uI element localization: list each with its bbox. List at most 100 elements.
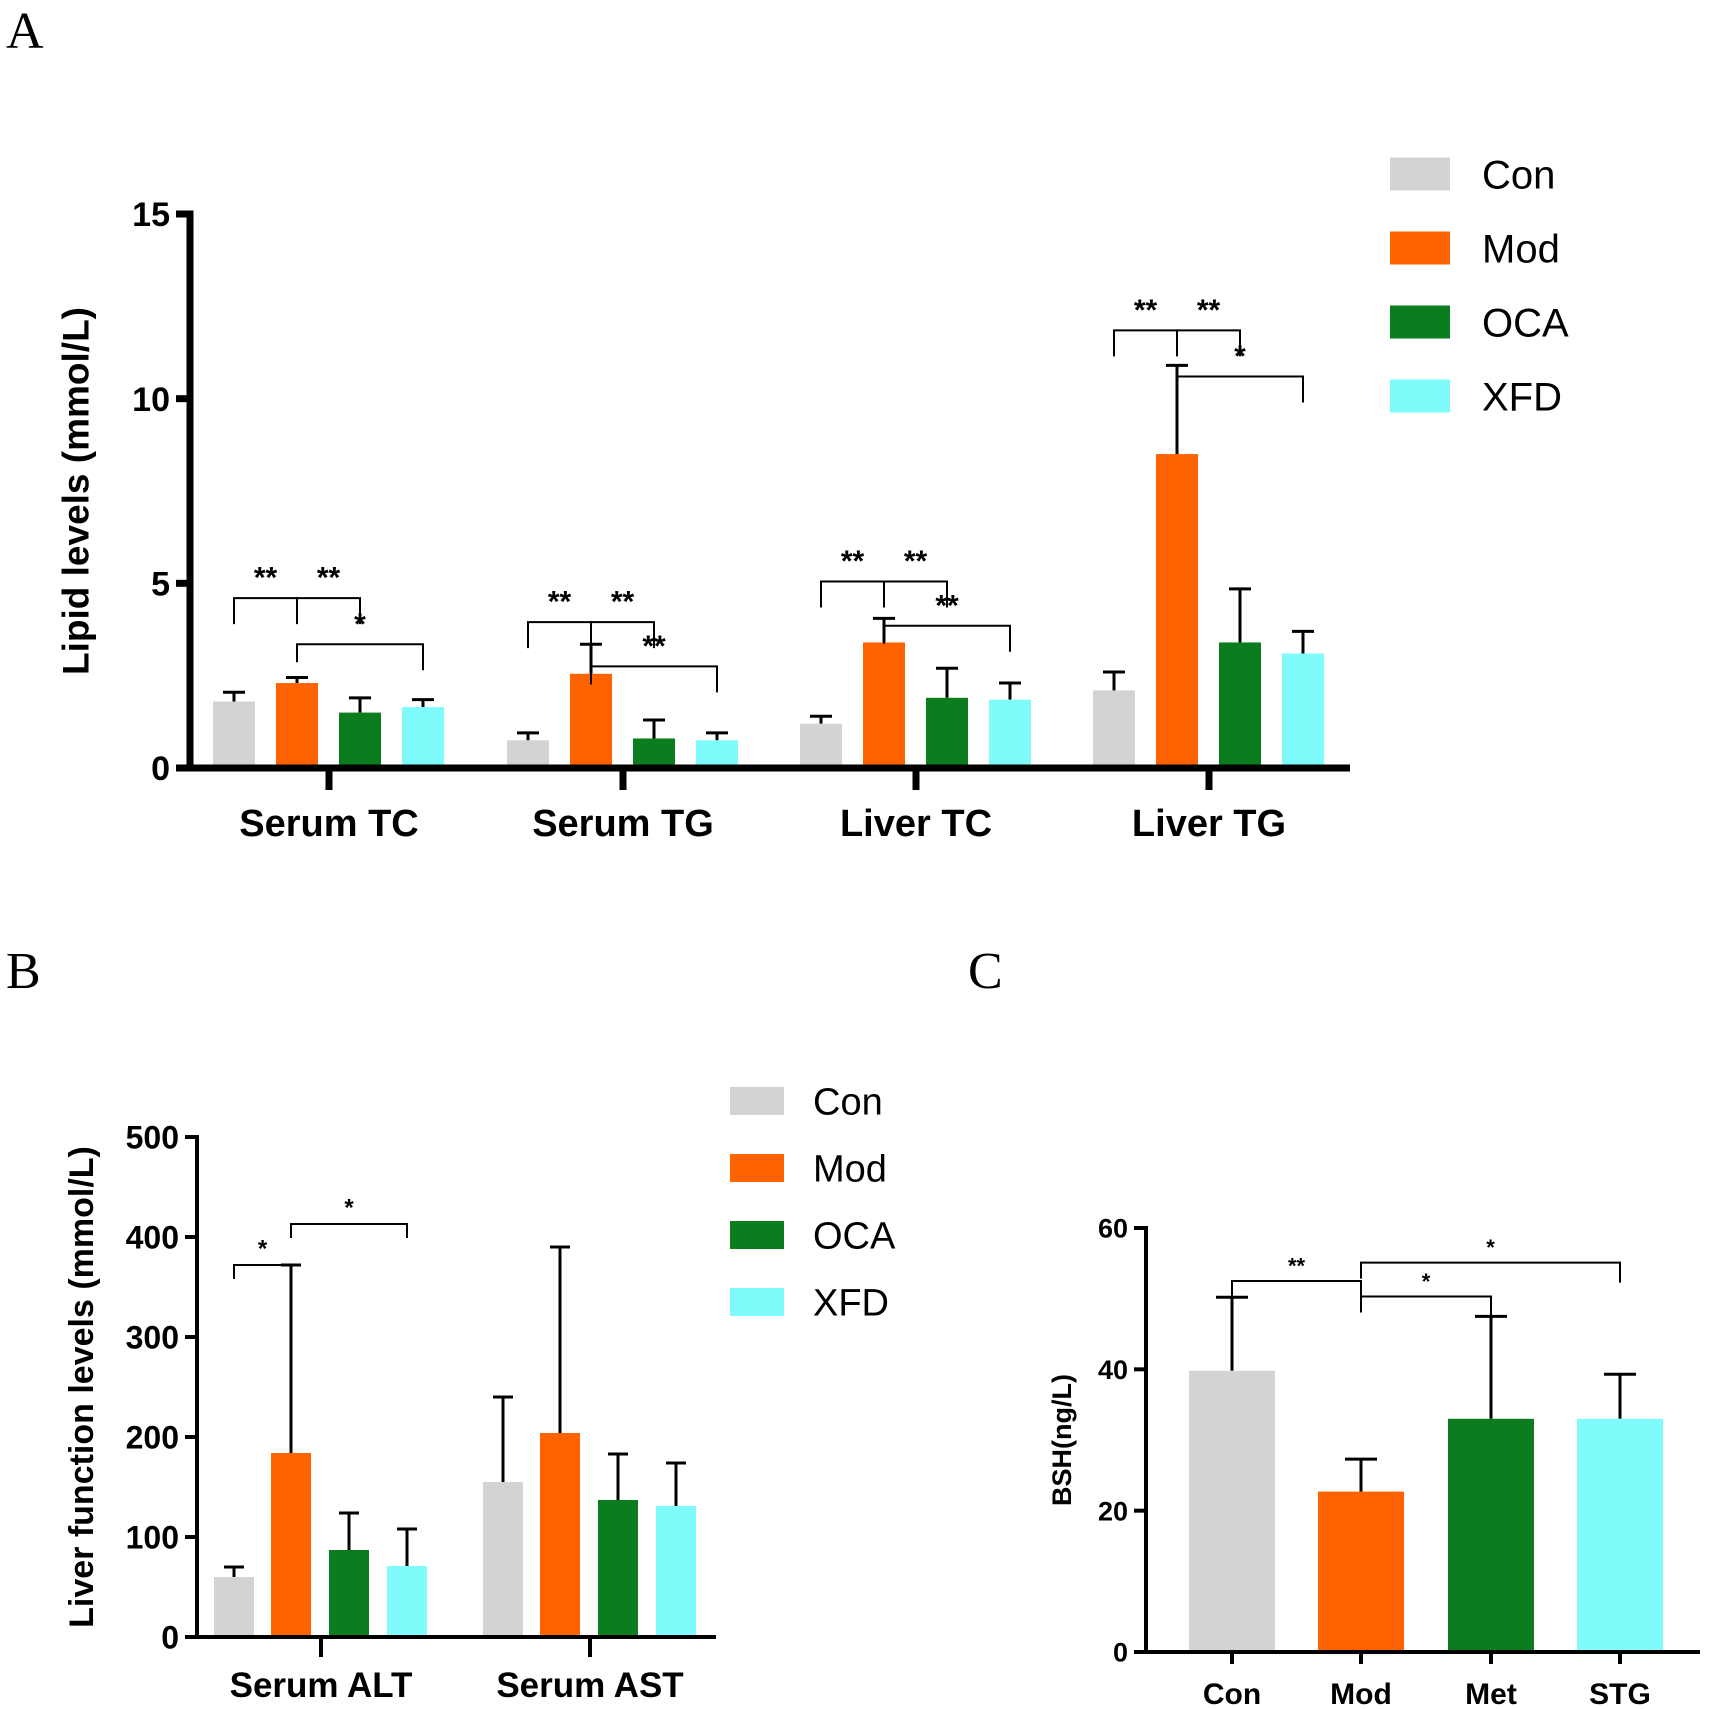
- panel-b-y-tick-label: 400: [126, 1220, 179, 1256]
- panel-c-significance-bracket-label: *: [1422, 1269, 1431, 1294]
- panel-b-y-tick-label: 200: [126, 1420, 179, 1456]
- panel-a-category-label: Serum TC: [239, 803, 418, 845]
- panel-a-bar-oca: [339, 712, 381, 765]
- panel-a-significance-bracket-label: **: [317, 562, 341, 595]
- panel-c-category-label: STG: [1589, 1678, 1651, 1709]
- panel-a-legend-label: XFD: [1482, 375, 1562, 419]
- panel-a-significance-bracket: [590, 665, 718, 693]
- panel-b-bar-mod: [540, 1433, 580, 1635]
- panel-c-y-axis-title: BSH(ng/L): [1047, 1374, 1077, 1506]
- panel-a-bar-mod: [570, 673, 612, 765]
- panel-b-category-label: Serum AST: [496, 1666, 683, 1705]
- panel-c-significance-bracket-label: **: [1288, 1253, 1306, 1278]
- panel-c-bar-stg: [1577, 1418, 1663, 1650]
- panel-b-bar-con: [483, 1482, 523, 1635]
- panel-a-category-label: Liver TG: [1132, 803, 1286, 845]
- panel-c-significance-bracket: [1231, 1280, 1362, 1301]
- panel-b-bar-oca: [329, 1550, 369, 1635]
- panel-b-legend-label: OCA: [813, 1216, 896, 1258]
- panel-b-bar-xfd: [387, 1566, 427, 1635]
- panel-c-bar-mod: [1318, 1491, 1404, 1650]
- panel-b-bar-oca: [598, 1500, 638, 1635]
- panel-a-significance-bracket-label: **: [611, 586, 635, 619]
- panel-a-significance-bracket: [1176, 329, 1241, 357]
- panel-a-bar-oca: [633, 738, 675, 765]
- panel-c-category-label: Con: [1203, 1678, 1261, 1709]
- panel-c-significance-bracket-label: *: [1486, 1235, 1495, 1260]
- panel-b-y-axis-title: Liver function levels (mmol/L): [63, 1146, 101, 1628]
- panel-c-bar-con: [1189, 1370, 1275, 1650]
- panel-a-y-tick-label: 5: [151, 566, 170, 604]
- panel-a-legend-swatch-mod: [1390, 231, 1450, 265]
- panel-label-b: B: [6, 943, 41, 1000]
- panel-a-significance-bracket-label: **: [904, 545, 928, 578]
- panel-b-legend-swatch-oca: [730, 1221, 784, 1249]
- panel-b-legend-label: Mod: [813, 1149, 887, 1191]
- panel-a-significance-bracket: [296, 597, 361, 625]
- panel-b-significance-bracket-label: *: [344, 1195, 354, 1222]
- panel-a-significance-bracket: [1113, 329, 1178, 357]
- panel-b-bar-mod: [271, 1453, 311, 1635]
- panel-label-c: C: [968, 943, 1003, 1000]
- panel-a-legend-label: OCA: [1482, 301, 1569, 345]
- panel-b-bar-con: [214, 1577, 254, 1635]
- panel-a-y-tick-label: 10: [132, 381, 170, 419]
- panel-b-legend-label: Con: [813, 1082, 883, 1124]
- panel-a-significance-bracket-label: **: [1134, 294, 1158, 327]
- panel-b-legend-label: XFD: [813, 1283, 889, 1325]
- panel-b-chart: 0 100 200 300 400 500 Liver function levels (m…: [63, 1082, 896, 1705]
- panel-c-y-tick-label: 0: [1113, 1638, 1128, 1668]
- panel-c-y-tick-label: 40: [1098, 1355, 1128, 1385]
- panel-b-significance-bracket: [233, 1264, 292, 1279]
- panel-b-significance-bracket-label: *: [258, 1236, 268, 1263]
- panel-a-significance-bracket: [883, 624, 1011, 652]
- panel-b-bar-xfd: [656, 1506, 696, 1635]
- panel-a-bar-xfd: [989, 699, 1031, 765]
- panel-a-bar-mod: [276, 683, 318, 765]
- panel-a-significance-bracket: [233, 597, 298, 625]
- panel-c-y-tick-label: 60: [1098, 1214, 1128, 1244]
- panel-a-bar-con: [213, 701, 255, 765]
- panel-a-y-axis-title: Lipid levels (mmol/L): [56, 307, 97, 675]
- panel-a-bar-con: [1093, 690, 1135, 765]
- panel-a-category-label: Serum TG: [532, 803, 714, 845]
- panel-a-significance-bracket-label: *: [1234, 340, 1246, 373]
- panel-c-category-label: Mod: [1330, 1678, 1392, 1709]
- panel-a-legend-swatch-con: [1390, 157, 1450, 191]
- panel-b-category-label: Serum ALT: [230, 1666, 413, 1705]
- panel-a-significance-bracket-label: **: [841, 545, 865, 578]
- panel-b-y-tick-label: 0: [161, 1620, 179, 1656]
- panel-a-chart: 0 5 10 15 Lipid levels (mmol/L) Serum TC Serum…: [56, 153, 1570, 845]
- panel-a-bar-con: [507, 740, 549, 765]
- panel-label-a: A: [6, 3, 44, 60]
- panel-a-bar-oca: [926, 697, 968, 765]
- panel-c-bar-met: [1448, 1418, 1534, 1650]
- panel-a-significance-bracket-label: **: [935, 589, 959, 622]
- panel-a-significance-bracket: [296, 643, 424, 671]
- panel-a-legend-label: Mod: [1482, 227, 1560, 271]
- panel-a-bar-xfd: [1282, 653, 1324, 765]
- panel-c-significance-bracket: [1360, 1261, 1621, 1283]
- panel-c-y-tick-label: 20: [1098, 1496, 1128, 1526]
- panel-b-legend-swatch-con: [730, 1087, 784, 1115]
- panel-b-y-tick-label: 300: [126, 1320, 179, 1356]
- panel-a-bar-xfd: [696, 740, 738, 765]
- panel-b-legend-swatch-xfd: [730, 1288, 784, 1316]
- panel-a-bar-xfd: [402, 707, 444, 765]
- panel-a-significance-bracket: [590, 621, 655, 649]
- panel-a-bar-con: [800, 723, 842, 765]
- panel-b-significance-bracket: [290, 1223, 408, 1238]
- panel-a-bar-mod: [863, 642, 905, 765]
- panel-c-significance-bracket: [1360, 1295, 1492, 1317]
- panel-a-significance-bracket-label: **: [548, 586, 572, 619]
- panel-c-category-label: Met: [1465, 1678, 1517, 1709]
- panel-b-y-tick-label: 500: [126, 1120, 179, 1156]
- panel-a-category-label: Liver TC: [840, 803, 992, 845]
- panel-b-y-tick-label: 100: [126, 1520, 179, 1556]
- panel-a-significance-bracket: [883, 580, 948, 608]
- panel-a-significance-bracket: [1176, 375, 1304, 403]
- panel-a-y-tick-label: 15: [132, 196, 170, 234]
- panel-a-y-tick-label: 0: [151, 750, 170, 788]
